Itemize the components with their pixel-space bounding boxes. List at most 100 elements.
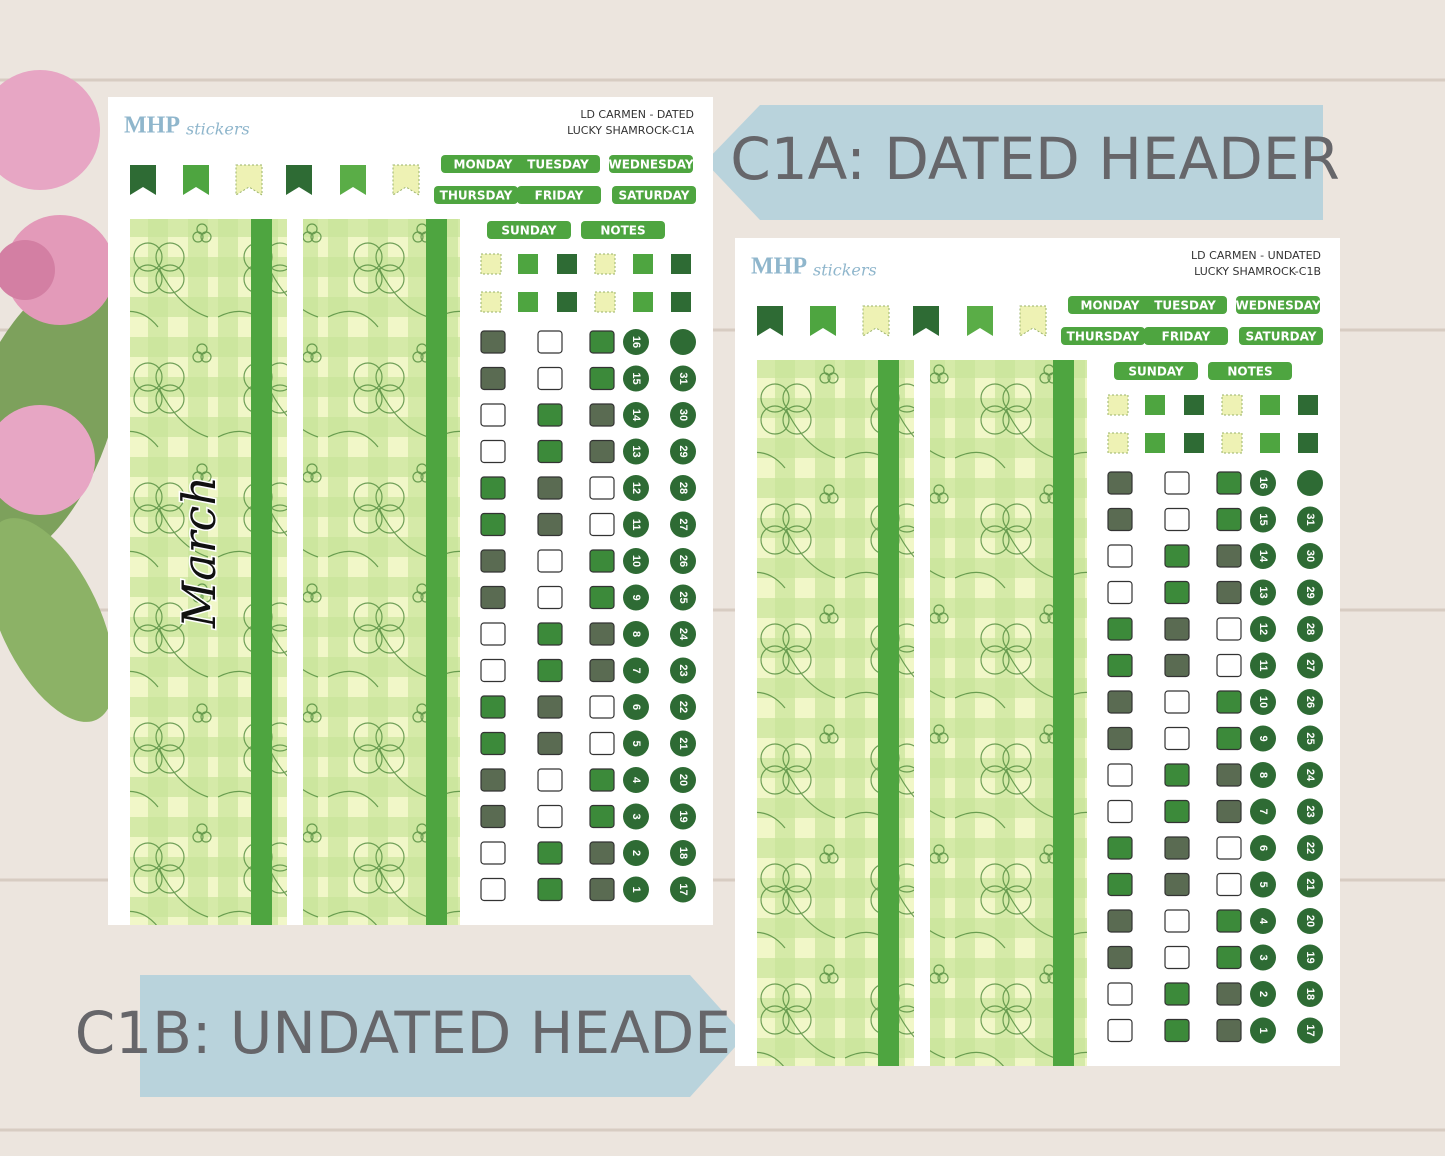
date-number: 29 bbox=[1304, 586, 1316, 598]
date-number: 5 bbox=[630, 740, 642, 746]
checkbox-sticker bbox=[1298, 395, 1318, 415]
date-circle bbox=[1297, 798, 1323, 825]
date-circle bbox=[623, 511, 649, 538]
day-label-bg bbox=[1236, 296, 1320, 314]
checkbox-sticker bbox=[557, 254, 577, 274]
icon-sticker bbox=[1107, 945, 1133, 970]
icon-sticker bbox=[589, 731, 615, 756]
day-label: NOTES bbox=[600, 224, 645, 238]
date-number: 16 bbox=[1257, 477, 1269, 489]
icon-sticker bbox=[1216, 653, 1242, 678]
day-label-bg bbox=[516, 155, 600, 173]
icon-sticker bbox=[1216, 945, 1242, 970]
date-number: 3 bbox=[630, 813, 642, 819]
date-circle bbox=[1250, 470, 1276, 496]
day-label-bg bbox=[517, 186, 601, 204]
flag bbox=[757, 306, 783, 336]
sheet-subtitle: LUCKY SHAMROCK-C1B bbox=[1194, 265, 1321, 278]
icon-sticker bbox=[1164, 836, 1190, 860]
date-number: 18 bbox=[1304, 988, 1316, 1000]
date-number: 3 bbox=[1257, 954, 1269, 960]
checkbox-sticker bbox=[671, 292, 691, 312]
date-circle bbox=[623, 694, 649, 720]
date-circle bbox=[1250, 543, 1276, 569]
date-circle bbox=[670, 767, 696, 793]
checkbox-sticker bbox=[633, 254, 653, 274]
icon-sticker bbox=[480, 439, 506, 464]
strip-band bbox=[878, 360, 899, 1066]
date-circle bbox=[1250, 1017, 1276, 1044]
date-circle bbox=[623, 475, 649, 501]
date-number: 9 bbox=[630, 594, 642, 600]
date-number: 22 bbox=[1304, 842, 1316, 854]
date-circle bbox=[1250, 725, 1276, 752]
date-circle bbox=[1297, 871, 1323, 898]
date-number: 26 bbox=[677, 555, 689, 567]
checkbox-sticker bbox=[518, 292, 538, 312]
icon-sticker bbox=[537, 476, 563, 500]
date-number: 21 bbox=[677, 737, 689, 749]
icon-sticker bbox=[589, 549, 615, 573]
checkbox-sticker bbox=[1145, 433, 1165, 453]
date-number: 11 bbox=[630, 519, 642, 531]
icon-sticker bbox=[537, 768, 563, 792]
date-circle bbox=[670, 730, 696, 757]
date-circle bbox=[623, 329, 649, 355]
checkbox-sticker bbox=[1221, 432, 1243, 454]
logo: MHP bbox=[751, 254, 807, 280]
date-circle bbox=[1297, 762, 1323, 788]
checkbox-sticker bbox=[1298, 433, 1318, 453]
icon-sticker bbox=[589, 695, 615, 719]
icon-sticker bbox=[1216, 1018, 1242, 1043]
icon-sticker bbox=[1216, 544, 1242, 568]
date-circle bbox=[670, 840, 696, 866]
checkbox-sticker bbox=[480, 253, 502, 275]
icon-sticker bbox=[480, 658, 506, 683]
icon-sticker bbox=[1216, 507, 1242, 532]
banner-top bbox=[705, 105, 1323, 220]
day-label-bg bbox=[434, 186, 518, 204]
checkbox-sticker bbox=[1184, 395, 1204, 415]
date-number: 28 bbox=[1304, 623, 1316, 635]
checkbox-sticker bbox=[518, 254, 538, 274]
date-circle bbox=[1297, 543, 1323, 569]
date-circle bbox=[670, 402, 696, 428]
icon-sticker bbox=[1107, 726, 1133, 751]
day-label: THURSDAY bbox=[440, 189, 513, 203]
icon-sticker bbox=[1216, 872, 1242, 897]
icon-sticker bbox=[589, 768, 615, 792]
icon-sticker bbox=[1107, 544, 1133, 568]
icon-sticker bbox=[1107, 836, 1133, 860]
day-label: WEDNESDAY bbox=[608, 158, 693, 172]
day-label-bg bbox=[1239, 327, 1323, 345]
date-circle bbox=[1250, 908, 1276, 934]
day-label-bg bbox=[1061, 327, 1145, 345]
icon-sticker bbox=[537, 512, 563, 537]
flag bbox=[392, 164, 420, 196]
icon-sticker bbox=[537, 439, 563, 464]
month-header: March bbox=[172, 476, 226, 629]
day-label: TUESDAY bbox=[527, 158, 589, 172]
icon-sticker bbox=[480, 476, 506, 500]
icon-sticker bbox=[1216, 799, 1242, 824]
date-number: 30 bbox=[1304, 550, 1316, 562]
icon-sticker bbox=[480, 512, 506, 537]
logo-script: stickers bbox=[813, 261, 877, 280]
logo: MHP bbox=[124, 113, 180, 139]
icon-sticker bbox=[1107, 763, 1133, 787]
date-circle bbox=[623, 584, 649, 611]
icon-sticker bbox=[1216, 726, 1242, 751]
checkbox-sticker bbox=[480, 291, 502, 313]
flag bbox=[340, 165, 366, 195]
date-number: 27 bbox=[1304, 659, 1316, 671]
date-number: 15 bbox=[630, 372, 642, 384]
date-number: 9 bbox=[1257, 735, 1269, 741]
day-label-bg bbox=[1208, 362, 1292, 380]
day-label: FRIDAY bbox=[1162, 330, 1211, 344]
sticker-sheet: MHP stickers LD CARMEN - DATED LUCKY SHAMRO… bbox=[108, 97, 713, 925]
icon-sticker bbox=[1164, 763, 1190, 787]
date-circle bbox=[1250, 762, 1276, 788]
date-circle bbox=[1250, 616, 1276, 642]
icon-sticker bbox=[1216, 617, 1242, 641]
day-label: FRIDAY bbox=[535, 189, 584, 203]
